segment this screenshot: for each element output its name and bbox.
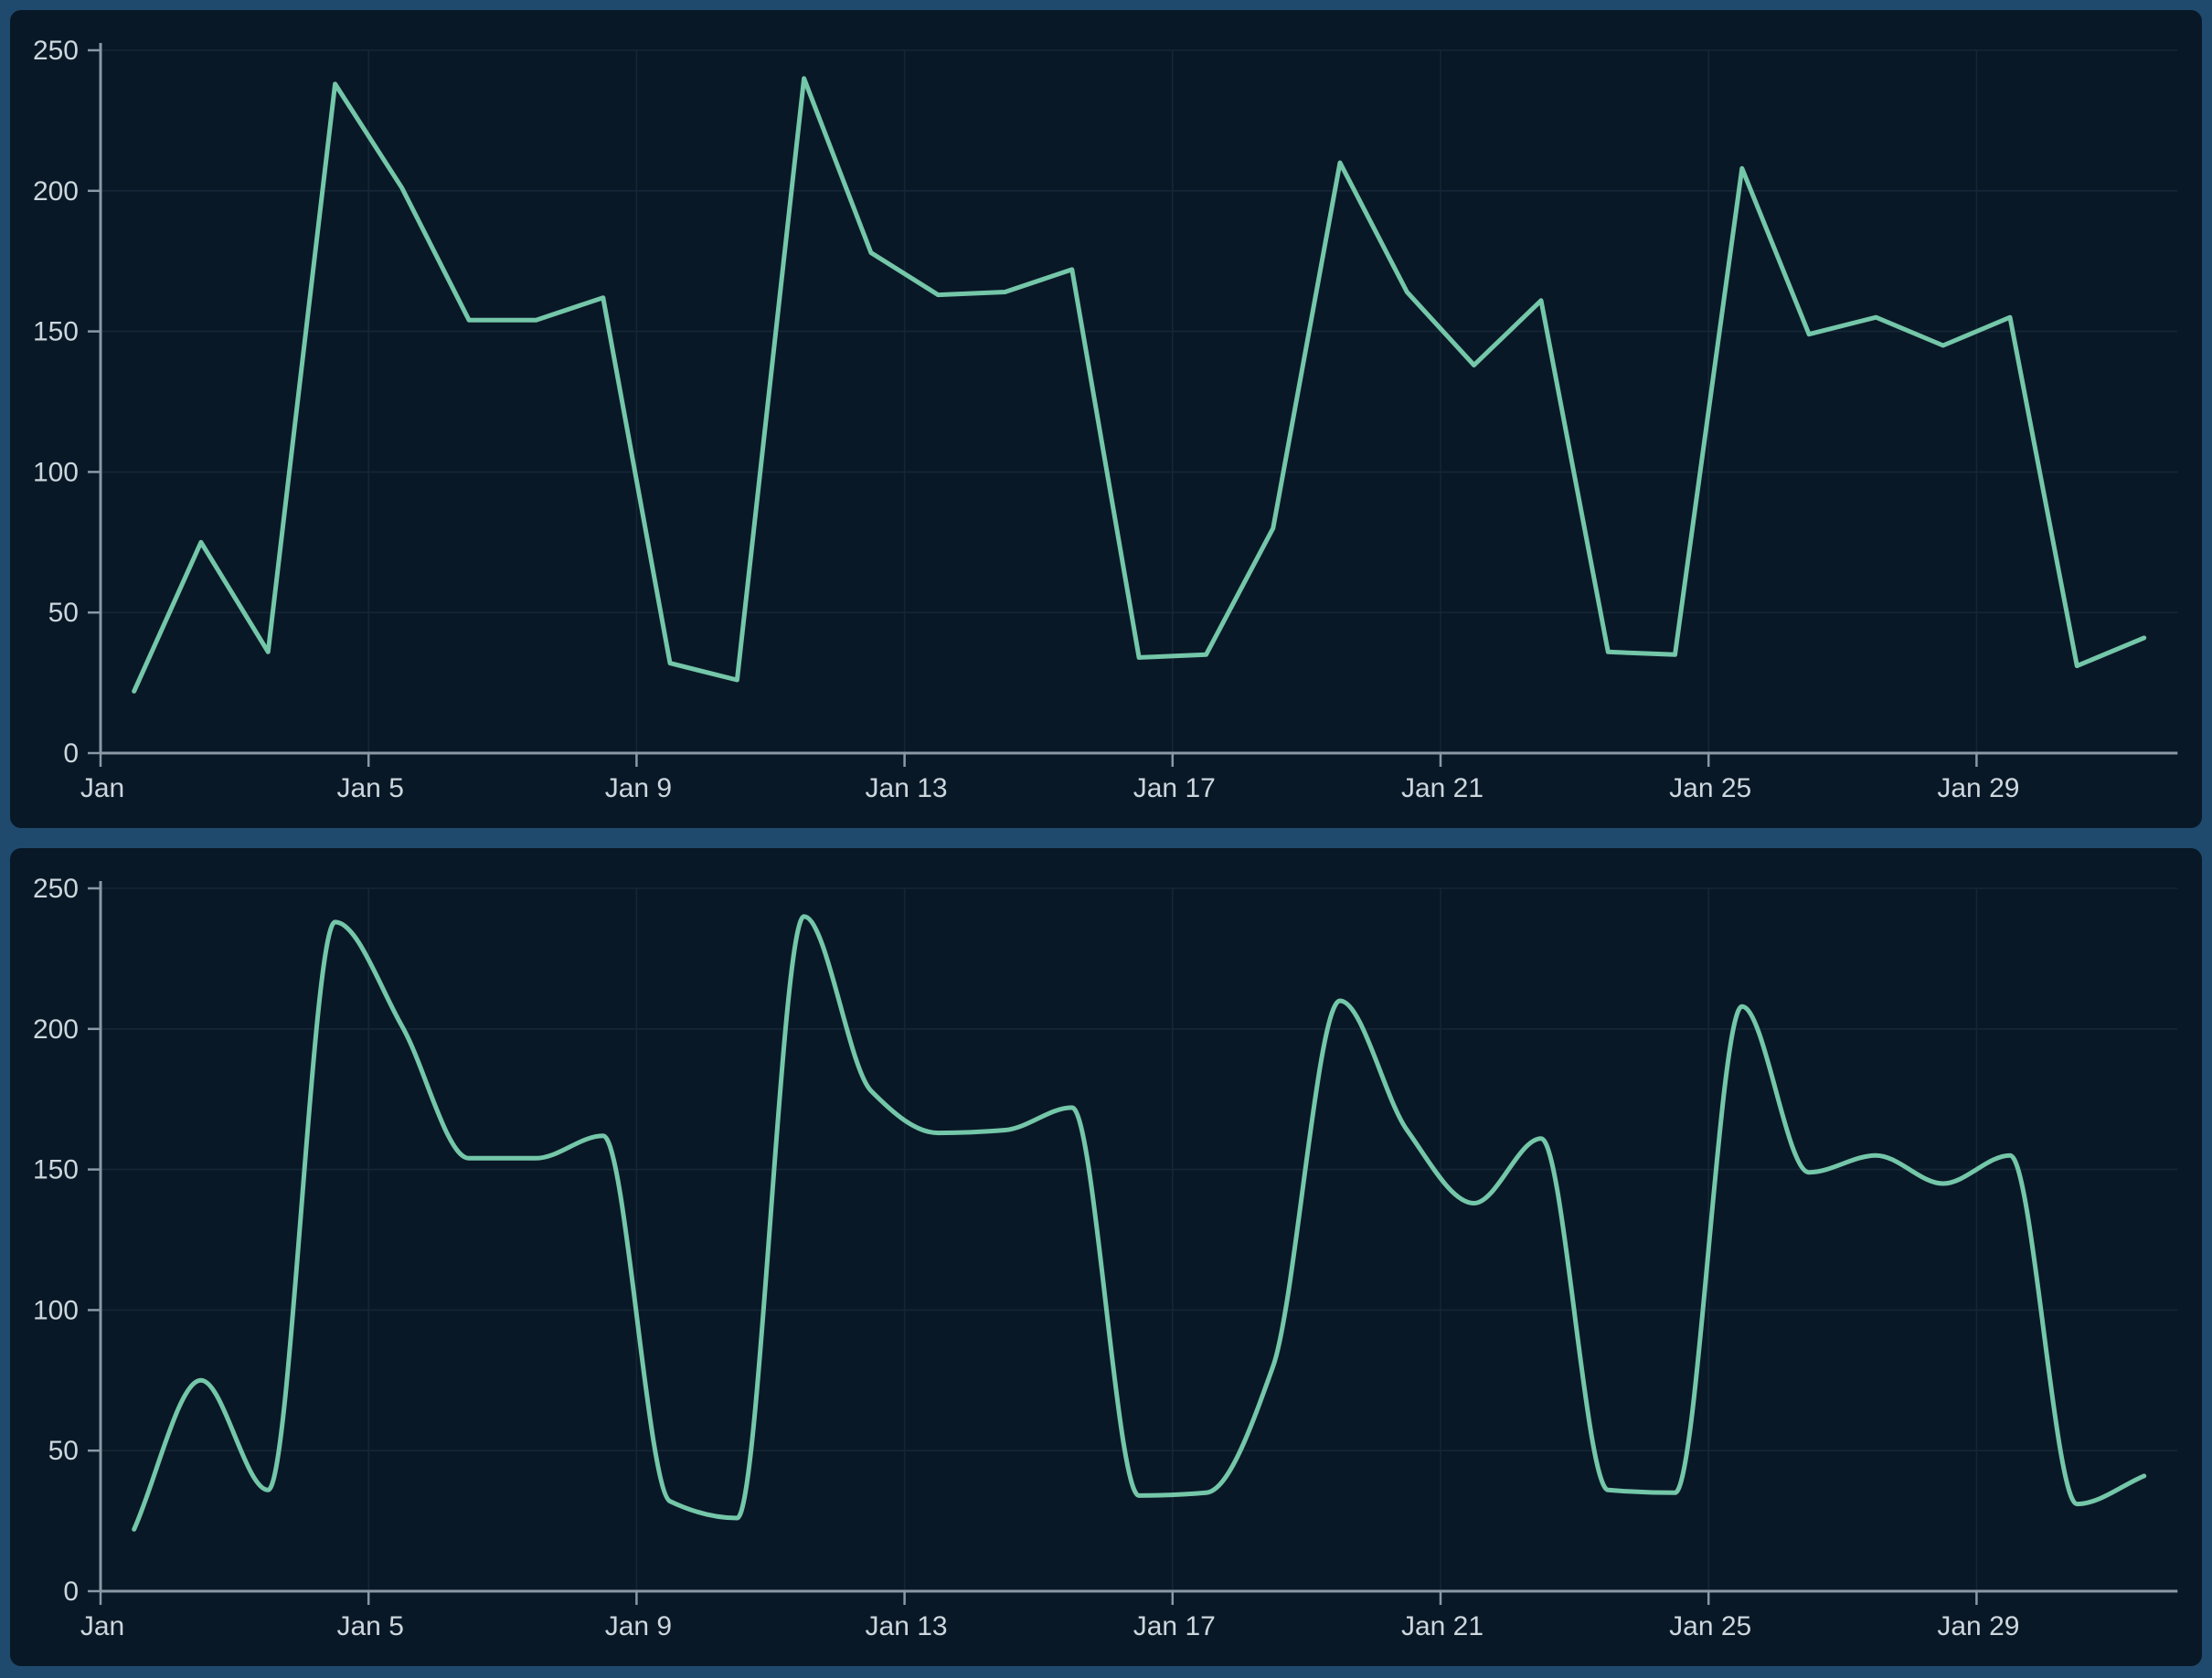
x-tick-label: Jan 17 [1133,773,1216,803]
line-chart-smooth: 0 50 100 150 200 250 Jan Jan 5 Jan 9 Jan 13 Jan 17… [33,874,2178,1641]
x-tick-label: Jan 21 [1401,773,1484,803]
x-tick-label: Jan 29 [1937,773,2019,803]
x-tick-label: Jan 21 [1401,1611,1484,1641]
x-tick-label: Jan [80,1611,124,1641]
y-tick-label: 250 [33,36,79,66]
x-tick-label: Jan 25 [1669,773,1751,803]
x-tick-label: Jan 13 [866,773,948,803]
x-tick-label: Jan 25 [1669,1611,1751,1641]
x-tick-label: Jan 17 [1133,1611,1216,1641]
y-tick-label: 0 [63,738,79,769]
x-tick-label: Jan 9 [605,773,672,803]
x-tick-label: Jan [80,773,124,803]
x-tick-label: Jan 29 [1937,1611,2019,1641]
y-tick-label: 100 [33,1295,79,1325]
y-tick-label: 150 [33,1155,79,1185]
y-tick-label: 200 [33,176,79,207]
y-tick-label: 50 [48,598,79,628]
series-line [132,76,2147,694]
y-tick-label: 0 [63,1577,79,1607]
y-tick-label: 50 [48,1436,79,1466]
y-tick-label: 250 [33,874,79,904]
y-tick-label: 150 [33,317,79,347]
chart-panel-top: 0 50 100 150 200 250 Jan Jan 5 Jan 9 Jan 13 Jan 17… [10,10,2202,828]
y-tick-label: 200 [33,1014,79,1045]
x-tick-label: Jan 5 [337,1611,404,1641]
y-tick-label: 100 [33,457,79,487]
chart-panel-bottom: 0 50 100 150 200 250 Jan Jan 5 Jan 9 Jan 13 Jan 17… [10,848,2202,1666]
x-tick-label: Jan 9 [605,1611,672,1641]
series-line [132,914,2147,1532]
x-tick-label: Jan 5 [337,773,404,803]
x-tick-label: Jan 13 [866,1611,948,1641]
line-chart-linear: 0 50 100 150 200 250 Jan Jan 5 Jan 9 Jan 13 Jan 17… [33,36,2178,803]
